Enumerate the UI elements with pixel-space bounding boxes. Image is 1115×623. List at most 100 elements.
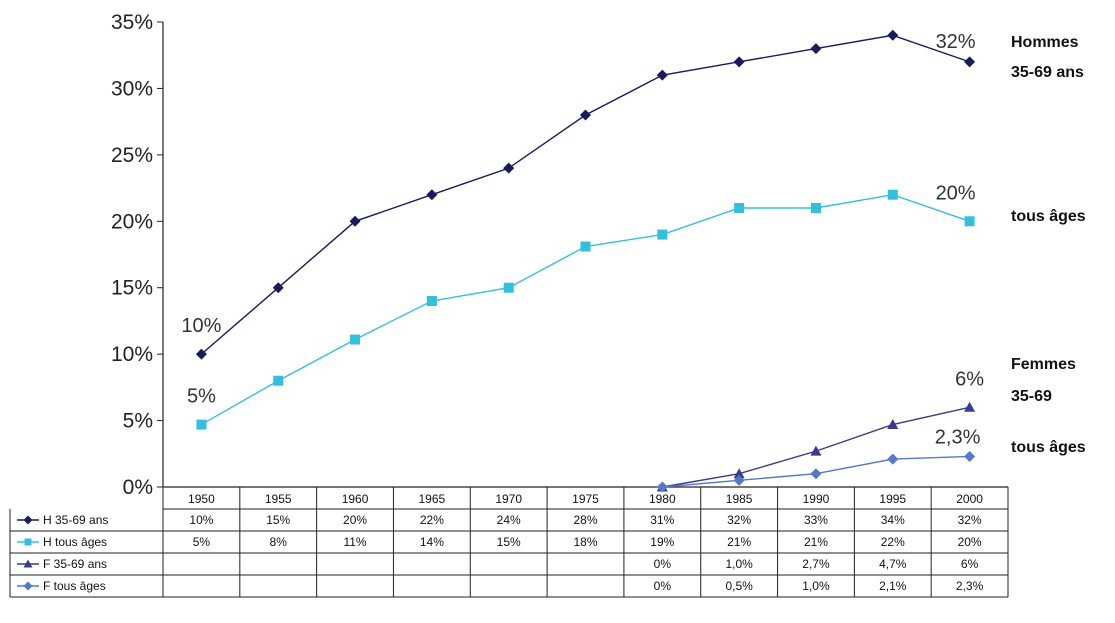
x-tick-label: 1985 [726, 492, 753, 506]
table-cell: 1,0% [725, 557, 753, 571]
data-annotation: 10% [181, 315, 221, 337]
data-point [350, 334, 361, 345]
table-cell: 6% [961, 557, 979, 571]
table-cell: 18% [573, 535, 597, 549]
table-cell: 5% [193, 535, 211, 549]
table-cell: 4,7% [879, 557, 907, 571]
series-side-label: Femmes [1011, 356, 1076, 373]
data-point [887, 453, 899, 465]
data-annotation: 6% [955, 368, 984, 390]
table-cell: 34% [881, 513, 905, 527]
data-table: 1950 1955 1960 1965 1970 1975 1980 1985 1990 1995… [9, 487, 1009, 598]
data-annotations: 10% 5% 32% 20% 6% 2,3% [181, 31, 984, 449]
legend-marker [23, 559, 33, 568]
data-point [964, 216, 975, 227]
data-point [887, 419, 899, 430]
y-tick-label: 5% [123, 410, 153, 433]
x-tick-label: 1995 [879, 492, 906, 506]
data-point [580, 109, 591, 121]
y-axis-ticks: 0% 5% 10% 15% 20% 25% 30% 35% [111, 11, 163, 499]
table-cell: 21% [804, 535, 828, 549]
legend-marker [23, 581, 33, 591]
table-cell: 31% [650, 513, 674, 527]
data-point [887, 29, 899, 41]
table-cell: 2,1% [879, 579, 907, 593]
x-tick-label: 2000 [956, 492, 983, 506]
data-point [349, 215, 361, 227]
table-cell: 14% [420, 535, 444, 549]
data-point [195, 348, 207, 360]
data-annotation: 32% [936, 31, 976, 53]
table-cell: 11% [343, 535, 366, 549]
data-point [656, 69, 668, 81]
legend-label: H tous âges [43, 535, 107, 549]
legend-label: F 35-69 ans [43, 557, 107, 571]
legend-label: F tous âges [43, 579, 106, 593]
series-side-label: Hommes [1011, 34, 1079, 51]
series-line-1 [200, 34, 970, 355]
table-cell: 15% [497, 535, 521, 549]
data-point [964, 401, 976, 412]
data-point [503, 162, 515, 174]
data-point [733, 468, 745, 479]
y-tick-label: 15% [111, 277, 153, 300]
data-point [272, 282, 284, 294]
table-cell: 24% [497, 513, 521, 527]
table-cell: 21% [727, 535, 751, 549]
data-point [273, 375, 284, 386]
axes [162, 22, 1008, 488]
data-point [196, 419, 207, 430]
table-cell: 20% [958, 535, 982, 549]
y-tick-label: 0% [123, 476, 153, 499]
table-cell: 20% [343, 513, 367, 527]
table-cell: 32% [958, 513, 982, 527]
data-annotation: 5% [187, 386, 216, 408]
x-tick-label: 1975 [572, 492, 599, 506]
data-point [810, 445, 822, 456]
data-point [656, 481, 668, 493]
table-cell: 2,3% [956, 579, 984, 593]
data-point [733, 474, 745, 486]
table-cell: 28% [573, 513, 597, 527]
data-point [503, 282, 514, 293]
table-cell: 2,7% [802, 557, 830, 571]
series-side-labels: Hommes 35-69 ans tous âges Femmes 35-69 tous … [1011, 34, 1086, 456]
series-lines [195, 29, 976, 493]
table-cell: 19% [650, 535, 674, 549]
table-cell: 1,0% [802, 579, 830, 593]
y-tick-label: 10% [111, 343, 153, 366]
x-tick-label: 1970 [495, 492, 522, 506]
data-point [887, 189, 898, 200]
series-side-label: tous âges [1011, 439, 1086, 456]
series-side-label: 35-69 [1011, 388, 1052, 405]
series-side-label: tous âges [1011, 208, 1086, 225]
y-tick-label: 35% [111, 11, 153, 34]
x-tick-label: 1955 [265, 492, 292, 506]
table-cell: 0% [654, 579, 672, 593]
series-line-2 [201, 193, 970, 426]
x-tick-label: 1950 [188, 492, 215, 506]
data-point [810, 468, 822, 480]
data-point [734, 203, 745, 213]
data-point [810, 43, 822, 55]
table-cell: 33% [804, 513, 828, 527]
table-cell: 22% [420, 513, 444, 527]
legend-marker [23, 515, 33, 525]
x-tick-label: 1965 [419, 492, 446, 506]
series-side-label: 35-69 ans [1011, 64, 1084, 81]
legend-marker [24, 538, 32, 546]
y-tick-label: 30% [111, 77, 153, 100]
table-cell: 0,5% [725, 579, 753, 593]
data-point [810, 203, 821, 213]
table-cell: 22% [881, 535, 905, 549]
x-tick-label: 1980 [649, 492, 676, 506]
y-tick-label: 20% [111, 210, 153, 233]
data-point [426, 189, 438, 201]
x-tick-label: 1990 [803, 492, 830, 506]
data-point [580, 241, 591, 252]
data-point [657, 229, 668, 240]
x-tick-label: 1960 [342, 492, 369, 506]
data-point [964, 450, 976, 462]
table-cell: 15% [266, 513, 290, 527]
